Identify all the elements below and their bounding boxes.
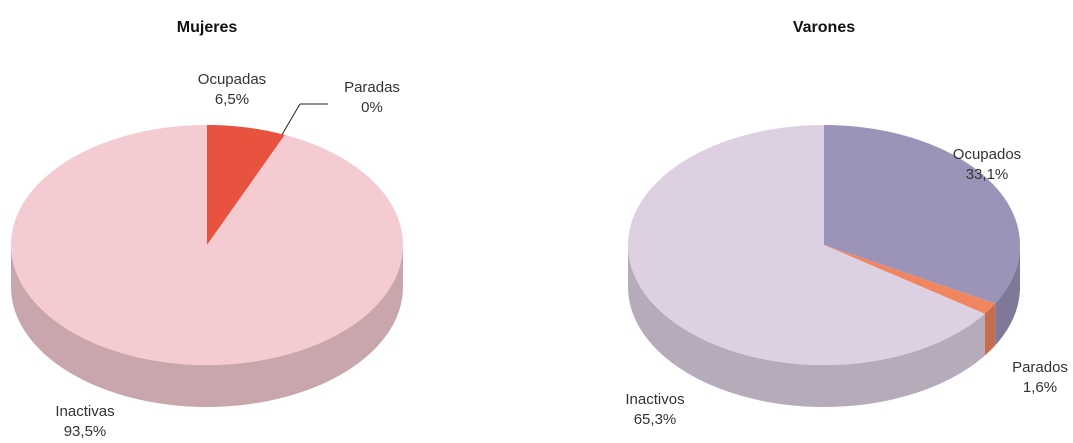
- chart-title: Varones: [793, 19, 855, 36]
- chart-title: Mujeres: [177, 19, 238, 36]
- slice: [824, 125, 1020, 304]
- slice-label: Ocupados: [953, 146, 1021, 163]
- slice-value-label: 33,1%: [966, 166, 1009, 183]
- slice-label: Inactivos: [625, 391, 684, 408]
- slice-label: Parados: [1012, 359, 1068, 376]
- slice-side: [628, 245, 985, 407]
- slice-label: Inactivas: [55, 403, 114, 420]
- slice: [824, 245, 996, 314]
- slice-value-label: 6,5%: [215, 91, 249, 108]
- slice-side: [984, 303, 996, 356]
- slice-value-label: 93,5%: [64, 423, 107, 440]
- slice-label: Ocupadas: [198, 71, 266, 88]
- slice-value-label: 65,3%: [634, 411, 677, 428]
- slice: [11, 125, 403, 365]
- slice: [207, 125, 285, 245]
- slice-side: [11, 245, 403, 407]
- slice-value-label: 1,6%: [1023, 379, 1057, 396]
- slice: [628, 125, 985, 365]
- slice-side: [995, 245, 1020, 346]
- slice-label: Paradas: [344, 79, 400, 96]
- slice-value-label: 0%: [361, 99, 383, 116]
- leader-line: [279, 103, 301, 139]
